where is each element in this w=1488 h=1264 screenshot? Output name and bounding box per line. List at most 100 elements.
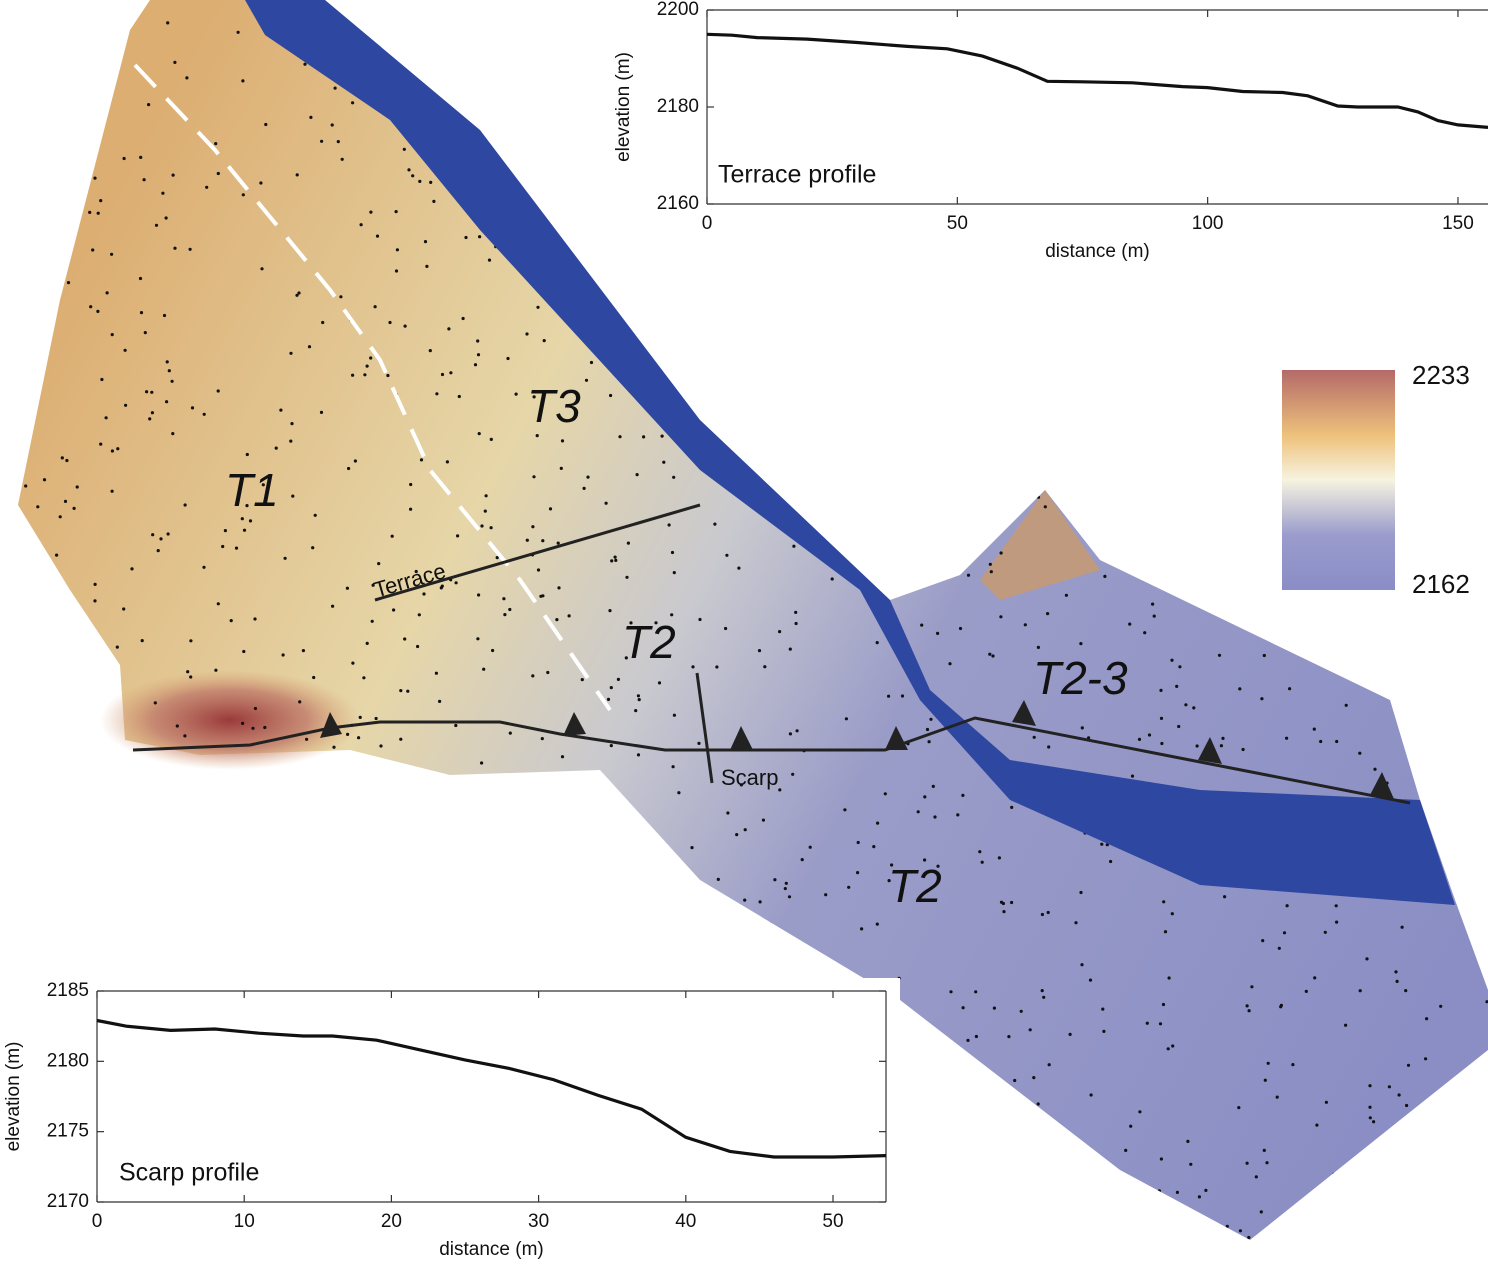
survey-point: [1401, 926, 1404, 929]
survey-point: [412, 947, 415, 950]
survey-point: [1040, 434, 1043, 437]
survey-point: [1129, 1243, 1132, 1246]
survey-point: [418, 180, 421, 183]
survey-point: [1102, 1030, 1105, 1033]
survey-point: [142, 975, 145, 978]
survey-point: [586, 1, 589, 4]
survey-point: [1143, 631, 1146, 634]
unit-label: T1: [225, 464, 279, 516]
survey-point: [1034, 1249, 1037, 1252]
survey-point: [441, 585, 444, 588]
survey-point: [366, 642, 369, 645]
survey-point: [931, 1031, 934, 1034]
survey-point: [664, 963, 667, 966]
survey-point: [93, 599, 96, 602]
survey-point: [1307, 365, 1310, 368]
survey-point: [1217, 340, 1220, 343]
x-tick-label: 50: [947, 213, 968, 234]
survey-point: [479, 889, 482, 892]
survey-point: [1204, 1189, 1207, 1192]
survey-point: [12, 173, 15, 176]
survey-point: [1030, 489, 1033, 492]
survey-point: [455, 794, 458, 797]
survey-point: [81, 940, 84, 943]
survey-point: [148, 417, 151, 420]
survey-point: [145, 390, 148, 393]
survey-point: [759, 900, 762, 903]
survey-point: [845, 717, 848, 720]
survey-point: [592, 900, 595, 903]
survey-point: [896, 475, 899, 478]
survey-point: [289, 440, 292, 443]
survey-point: [483, 915, 486, 918]
survey-point: [205, 186, 208, 189]
survey-point: [57, 244, 60, 247]
survey-point: [1317, 275, 1320, 278]
survey-point: [1035, 1174, 1038, 1177]
survey-point: [435, 672, 438, 675]
survey-point: [1117, 472, 1120, 475]
survey-point: [1261, 939, 1264, 942]
survey-point: [1207, 507, 1210, 510]
survey-point: [89, 763, 92, 766]
survey-point: [1006, 1092, 1009, 1095]
survey-point: [754, 937, 757, 940]
survey-point: [403, 637, 406, 640]
survey-point: [1065, 594, 1068, 597]
survey-point: [1184, 703, 1187, 706]
survey-point: [235, 547, 238, 550]
survey-point: [817, 372, 820, 375]
survey-point: [757, 413, 760, 416]
survey-point: [713, 523, 716, 526]
survey-point: [447, 327, 450, 330]
survey-point: [1262, 537, 1265, 540]
survey-point: [441, 373, 444, 376]
survey-point: [451, 63, 454, 66]
survey-point: [792, 545, 795, 548]
survey-point: [1372, 1120, 1375, 1123]
survey-point: [1476, 1168, 1479, 1171]
survey-point: [357, 736, 360, 739]
survey-point: [447, 974, 450, 977]
survey-point: [801, 510, 804, 513]
survey-point: [742, 358, 745, 361]
survey-point: [2, 129, 5, 132]
survey-point: [458, 395, 461, 398]
survey-point: [539, 595, 542, 598]
survey-point: [555, 618, 558, 621]
survey-point: [975, 1035, 978, 1038]
survey-point: [1159, 1022, 1162, 1025]
survey-point: [165, 216, 168, 219]
survey-point: [541, 539, 544, 542]
survey-point: [506, 934, 509, 937]
y-tick-label: 2200: [657, 0, 699, 20]
survey-point: [789, 648, 792, 651]
survey-point: [490, 526, 493, 529]
survey-point: [419, 850, 422, 853]
survey-point: [1020, 1010, 1023, 1013]
survey-point: [954, 1050, 957, 1053]
survey-point: [172, 174, 175, 177]
survey-point: [784, 887, 787, 890]
survey-point: [1480, 1094, 1483, 1097]
survey-point: [1324, 658, 1327, 661]
survey-point: [144, 331, 147, 334]
survey-point: [936, 1040, 939, 1043]
survey-point: [1211, 459, 1214, 462]
survey-point: [1042, 996, 1045, 999]
survey-point: [821, 291, 824, 294]
survey-point: [379, 744, 382, 747]
survey-point: [758, 431, 761, 434]
survey-point: [865, 391, 868, 394]
survey-point: [1212, 1239, 1215, 1242]
survey-point: [1069, 1033, 1072, 1036]
survey-point: [392, 608, 395, 611]
survey-point: [52, 573, 55, 576]
survey-point: [1461, 825, 1464, 828]
survey-point: [152, 877, 155, 880]
survey-point: [1466, 808, 1469, 811]
survey-point: [388, 918, 391, 921]
survey-point: [1422, 682, 1425, 685]
survey-point: [1260, 697, 1263, 700]
survey-point: [991, 654, 994, 657]
